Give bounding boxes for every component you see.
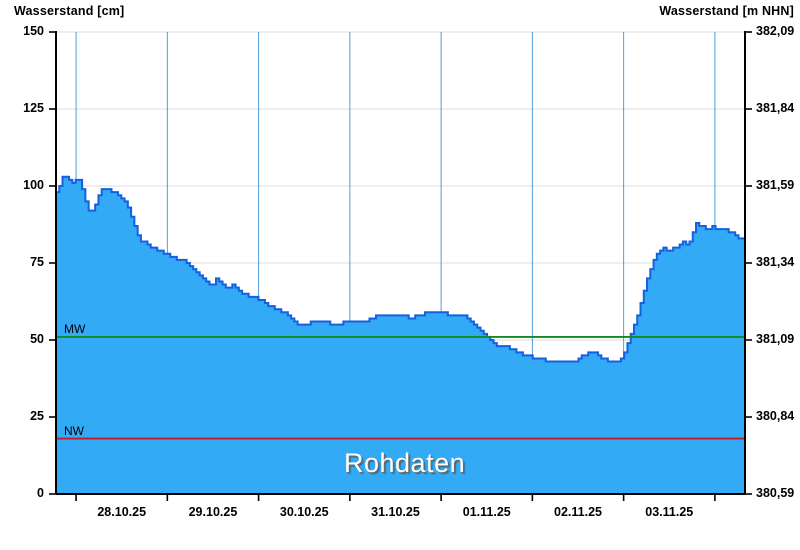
y-axis-tick-left: 25 <box>30 409 44 423</box>
mw-reference-label: MW <box>64 321 86 336</box>
y-axis-tick-right: 381,34 <box>756 255 795 269</box>
y-axis-tick-right: 381,09 <box>756 332 795 346</box>
x-axis-tick: 31.10.25 <box>371 505 420 519</box>
y-axis-tick-right: 380,59 <box>756 486 795 500</box>
y-axis-tick-right: 380,84 <box>756 409 795 423</box>
series-line-wasserstand <box>56 175 746 363</box>
x-axis-tick: 28.10.25 <box>97 505 147 519</box>
series-area-wasserstand <box>56 176 745 494</box>
y-axis-tick-right: 382,09 <box>756 24 795 38</box>
x-axis-tick: 01.11.25 <box>462 505 511 519</box>
y-axis-tick-left: 125 <box>23 101 44 115</box>
nw-reference-label: NW <box>64 423 84 438</box>
y-axis-tick-left: 0 <box>37 486 44 500</box>
right-axis-title: Wasserstand [m NHN] <box>659 4 794 18</box>
x-axis-tick: 29.10.25 <box>188 505 238 519</box>
x-axis-tick: 03.11.25 <box>645 505 694 519</box>
y-axis-tick-right: 381,59 <box>756 178 795 192</box>
y-axis-tick-right: 381,84 <box>756 101 795 115</box>
y-axis-tick-left: 50 <box>30 332 44 346</box>
x-axis-tick: 30.10.25 <box>279 505 329 519</box>
y-axis-tick-left: 75 <box>30 255 44 269</box>
left-axis-title: Wasserstand [cm] <box>14 4 125 18</box>
y-axis-tick-left: 100 <box>23 178 44 192</box>
y-axis-tick-left: 150 <box>23 24 44 38</box>
x-axis-tick: 02.11.25 <box>554 505 602 519</box>
